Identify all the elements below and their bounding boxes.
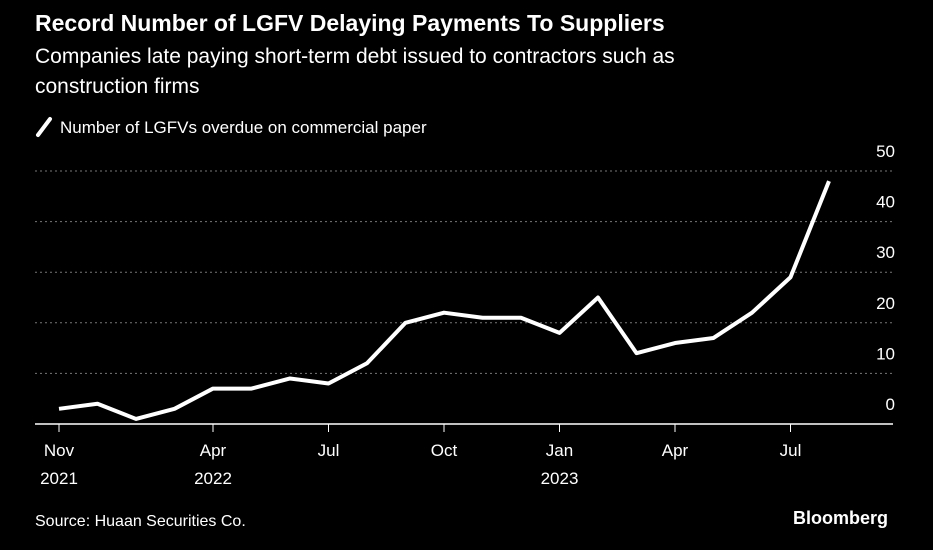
y-tick-label: 20 bbox=[876, 294, 895, 313]
chart-subtitle: construction firms bbox=[35, 75, 200, 98]
brand: Bloomberg bbox=[793, 508, 888, 528]
x-tick-label: Apr bbox=[661, 441, 689, 460]
x-tick-label: Jan 2023 bbox=[540, 441, 579, 488]
y-tick-label: 30 bbox=[876, 243, 895, 262]
x-tick-label: Apr 2022 bbox=[194, 441, 232, 488]
series-line bbox=[58, 180, 831, 421]
chart-title: Record Number of LGFV Delaying Payments … bbox=[35, 10, 665, 36]
x-tick-label: Jul bbox=[779, 441, 802, 460]
legend-icon bbox=[36, 117, 52, 137]
x-tick-label: Nov 2021 bbox=[40, 441, 78, 488]
y-tick-label: 0 bbox=[886, 395, 895, 414]
y-tick-label: 10 bbox=[876, 344, 895, 363]
y-tick-label: 40 bbox=[876, 193, 895, 212]
x-tick-label: Oct bbox=[430, 441, 458, 460]
x-tick-label: Jul bbox=[317, 441, 340, 460]
legend-label: Number of LGFVs overdue on commercial pa… bbox=[60, 118, 427, 137]
source: Source: Huaan Securities Co. bbox=[35, 513, 246, 530]
chart-subtitle: Companies late paying short-term debt is… bbox=[35, 45, 675, 68]
y-tick-label: 50 bbox=[876, 142, 895, 161]
